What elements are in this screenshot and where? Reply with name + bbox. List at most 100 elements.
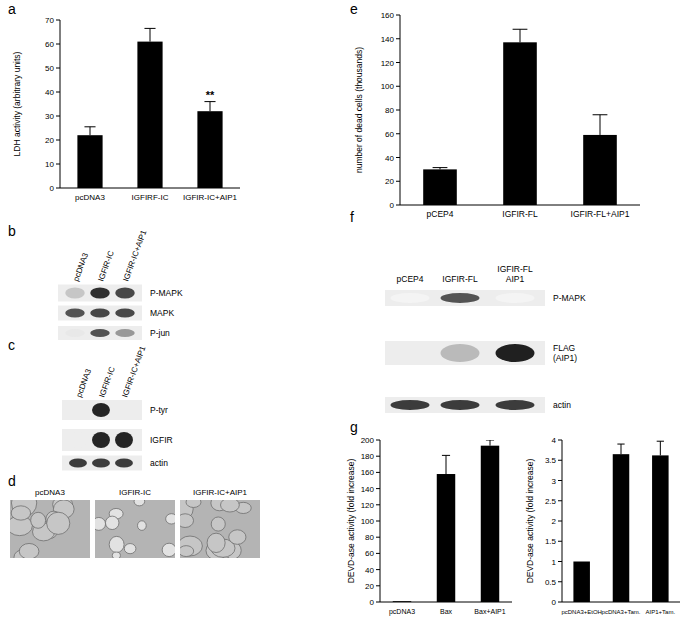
- error-bar: [513, 29, 528, 42]
- error-cap: [144, 28, 155, 29]
- blot-band: [496, 344, 535, 362]
- cell: [47, 512, 70, 534]
- row-label: actin: [150, 458, 168, 468]
- cell: [180, 514, 194, 528]
- blot-strip: [58, 285, 142, 302]
- y-tick: [558, 602, 562, 603]
- blot-band: [65, 309, 85, 318]
- blot-strip: [58, 306, 142, 321]
- cell: [31, 512, 46, 528]
- cell: [166, 514, 175, 524]
- y-tick: [56, 20, 60, 21]
- blot-band: [69, 432, 87, 448]
- y-tick: [376, 553, 380, 554]
- y-tick: [558, 561, 562, 562]
- blot-band: [441, 293, 480, 303]
- bar: [652, 455, 669, 602]
- category-label: pcDNA3+EtOH: [561, 609, 602, 615]
- y-tick: [376, 440, 380, 441]
- row-label: P-MAPK: [553, 293, 586, 303]
- image-label: IGFIR-IC+AIP1: [193, 488, 248, 497]
- error-bar: [486, 440, 494, 446]
- cell: [186, 500, 201, 507]
- y-tick-label: 80: [385, 106, 394, 115]
- error-stem: [210, 102, 211, 112]
- bar-chart: gDEVD-ase activity (fold increase)020406…: [346, 419, 512, 616]
- blot-band: [391, 293, 430, 303]
- category-label: IGFIR-FL+AIP1: [571, 209, 630, 219]
- category-label: AIP1+Tam.: [646, 609, 676, 615]
- y-tick-label: 120: [361, 501, 375, 510]
- panel-letter: f: [350, 209, 354, 225]
- y-tick-label: 160: [381, 11, 395, 20]
- error-stem: [600, 115, 601, 135]
- y-tick: [376, 569, 380, 570]
- blot-band: [391, 400, 430, 410]
- error-bar: [144, 28, 155, 41]
- y-axis: [60, 20, 61, 188]
- blot-strip: [62, 400, 142, 420]
- blot-panel: fpCEP4IGFIR-FLIGFIR-FLAIP1P-MAPKFLAG(AIP…: [350, 209, 586, 413]
- cell: [19, 543, 39, 558]
- error-stem: [446, 455, 447, 474]
- y-tick: [558, 480, 562, 481]
- row-label: FLAG: [553, 343, 575, 353]
- y-tick: [376, 602, 380, 603]
- cell: [207, 533, 225, 552]
- y-tick: [558, 541, 562, 542]
- row-label: P-jun: [150, 328, 170, 338]
- blot-band: [90, 288, 110, 299]
- y-tick-label: 20: [385, 177, 394, 186]
- blot-band: [69, 459, 87, 468]
- y-tick-label: 140: [381, 35, 395, 44]
- blot-band: [65, 288, 85, 299]
- blot-band: [92, 403, 110, 417]
- error-cap: [442, 455, 450, 456]
- y-tick-label: 4: [552, 436, 557, 445]
- error-bar: [593, 115, 608, 135]
- cell: [180, 546, 194, 557]
- cell: [105, 516, 118, 529]
- error-cap: [433, 167, 448, 168]
- error-cap: [593, 114, 608, 115]
- error-stem: [660, 441, 661, 455]
- blot-band: [115, 329, 135, 337]
- panel-letter: g: [350, 419, 358, 435]
- row-label: P-MAPK: [150, 288, 183, 298]
- bar: [437, 474, 455, 602]
- blot-panel: cpcDNA3IGFIR-ICIGFIR-IC+AIP1P-tyrIGFIRac…: [8, 337, 173, 471]
- cell: [221, 500, 240, 512]
- blot-band: [92, 432, 110, 448]
- bar-chart: DEVD-ase activity (fold increase)00.511.…: [525, 436, 680, 615]
- y-tick: [56, 140, 60, 141]
- blot-band: [496, 400, 535, 410]
- blot-band: [441, 344, 480, 362]
- y-tick: [376, 472, 380, 473]
- y-tick-label: 40: [45, 88, 54, 97]
- row-label: actin: [553, 400, 571, 410]
- y-tick-label: 120: [381, 59, 395, 68]
- y-axis-label: DEVD-ase activity (fold increase): [525, 458, 535, 583]
- lane-label: pcDNA3: [74, 367, 93, 399]
- y-tick: [396, 38, 400, 39]
- y-tick: [396, 205, 400, 206]
- y-tick-label: 60: [365, 549, 374, 558]
- y-tick: [376, 537, 380, 538]
- cell: [109, 536, 124, 552]
- lane-label: pCEP4: [397, 274, 424, 284]
- panel-letter: a: [8, 1, 16, 17]
- y-tick-label: 1: [552, 558, 557, 567]
- cell: [11, 506, 30, 520]
- y-tick: [396, 110, 400, 111]
- lane-label: IGFIR-IC+AIP1: [120, 344, 147, 398]
- y-axis-label: number of dead cells (thousands): [354, 47, 364, 173]
- category-label: Bax+AIP1: [474, 608, 505, 615]
- y-tick-label: 200: [361, 436, 375, 445]
- y-tick: [376, 521, 380, 522]
- y-tick-label: 100: [361, 517, 375, 526]
- y-tick-label: 0: [552, 598, 557, 607]
- y-tick: [396, 181, 400, 182]
- panel-letter: c: [8, 337, 15, 353]
- y-tick: [376, 504, 380, 505]
- blot-strip: [385, 397, 545, 413]
